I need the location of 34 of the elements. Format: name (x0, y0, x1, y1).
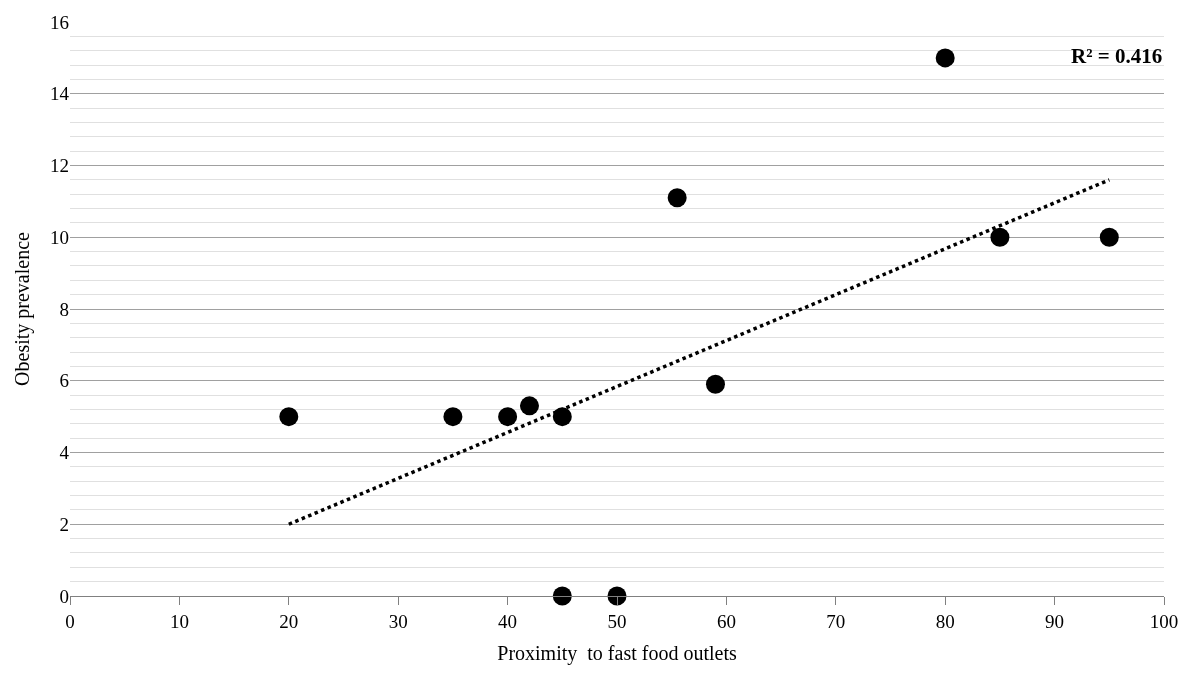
point (607, 586, 627, 606)
point (705, 374, 725, 394)
x-tick-label: 20 (279, 610, 299, 632)
point (1099, 227, 1119, 247)
point (552, 586, 572, 606)
y-tick-label: 14 (50, 83, 70, 105)
y-tick-label: 16 (50, 11, 69, 33)
annotation: R² = 0.416 (1071, 44, 1163, 68)
y-tick-label: 8 (59, 298, 69, 320)
y-tick-label: 0 (59, 585, 69, 607)
point (990, 227, 1010, 247)
point (443, 407, 463, 427)
x-tick-label: 100 (1149, 610, 1179, 632)
x-tick-label: 40 (498, 610, 518, 632)
x-tick-label: 70 (826, 610, 846, 632)
x-tick-label: 30 (388, 610, 408, 632)
point (935, 48, 955, 68)
x-tick-label: 50 (607, 610, 627, 632)
x-axis-title: Proximity to fast food outlets (497, 642, 737, 666)
x-tick-label: 10 (169, 610, 189, 632)
point (667, 188, 687, 208)
point (552, 407, 572, 427)
y-tick-label: 4 (59, 442, 70, 464)
y-tick-label: 6 (59, 370, 69, 392)
x-tick-label: 80 (935, 610, 955, 632)
y-tick-label: 2 (59, 513, 69, 535)
point (519, 396, 539, 416)
y-tick-label: 12 (50, 155, 69, 177)
point (498, 407, 518, 427)
x-tick-label: 60 (716, 610, 736, 632)
y-axis-title: Obesity prevalence (10, 231, 34, 386)
x-tick-label: 90 (1045, 610, 1065, 632)
y-tick-label: 10 (50, 226, 69, 248)
point (279, 407, 299, 427)
